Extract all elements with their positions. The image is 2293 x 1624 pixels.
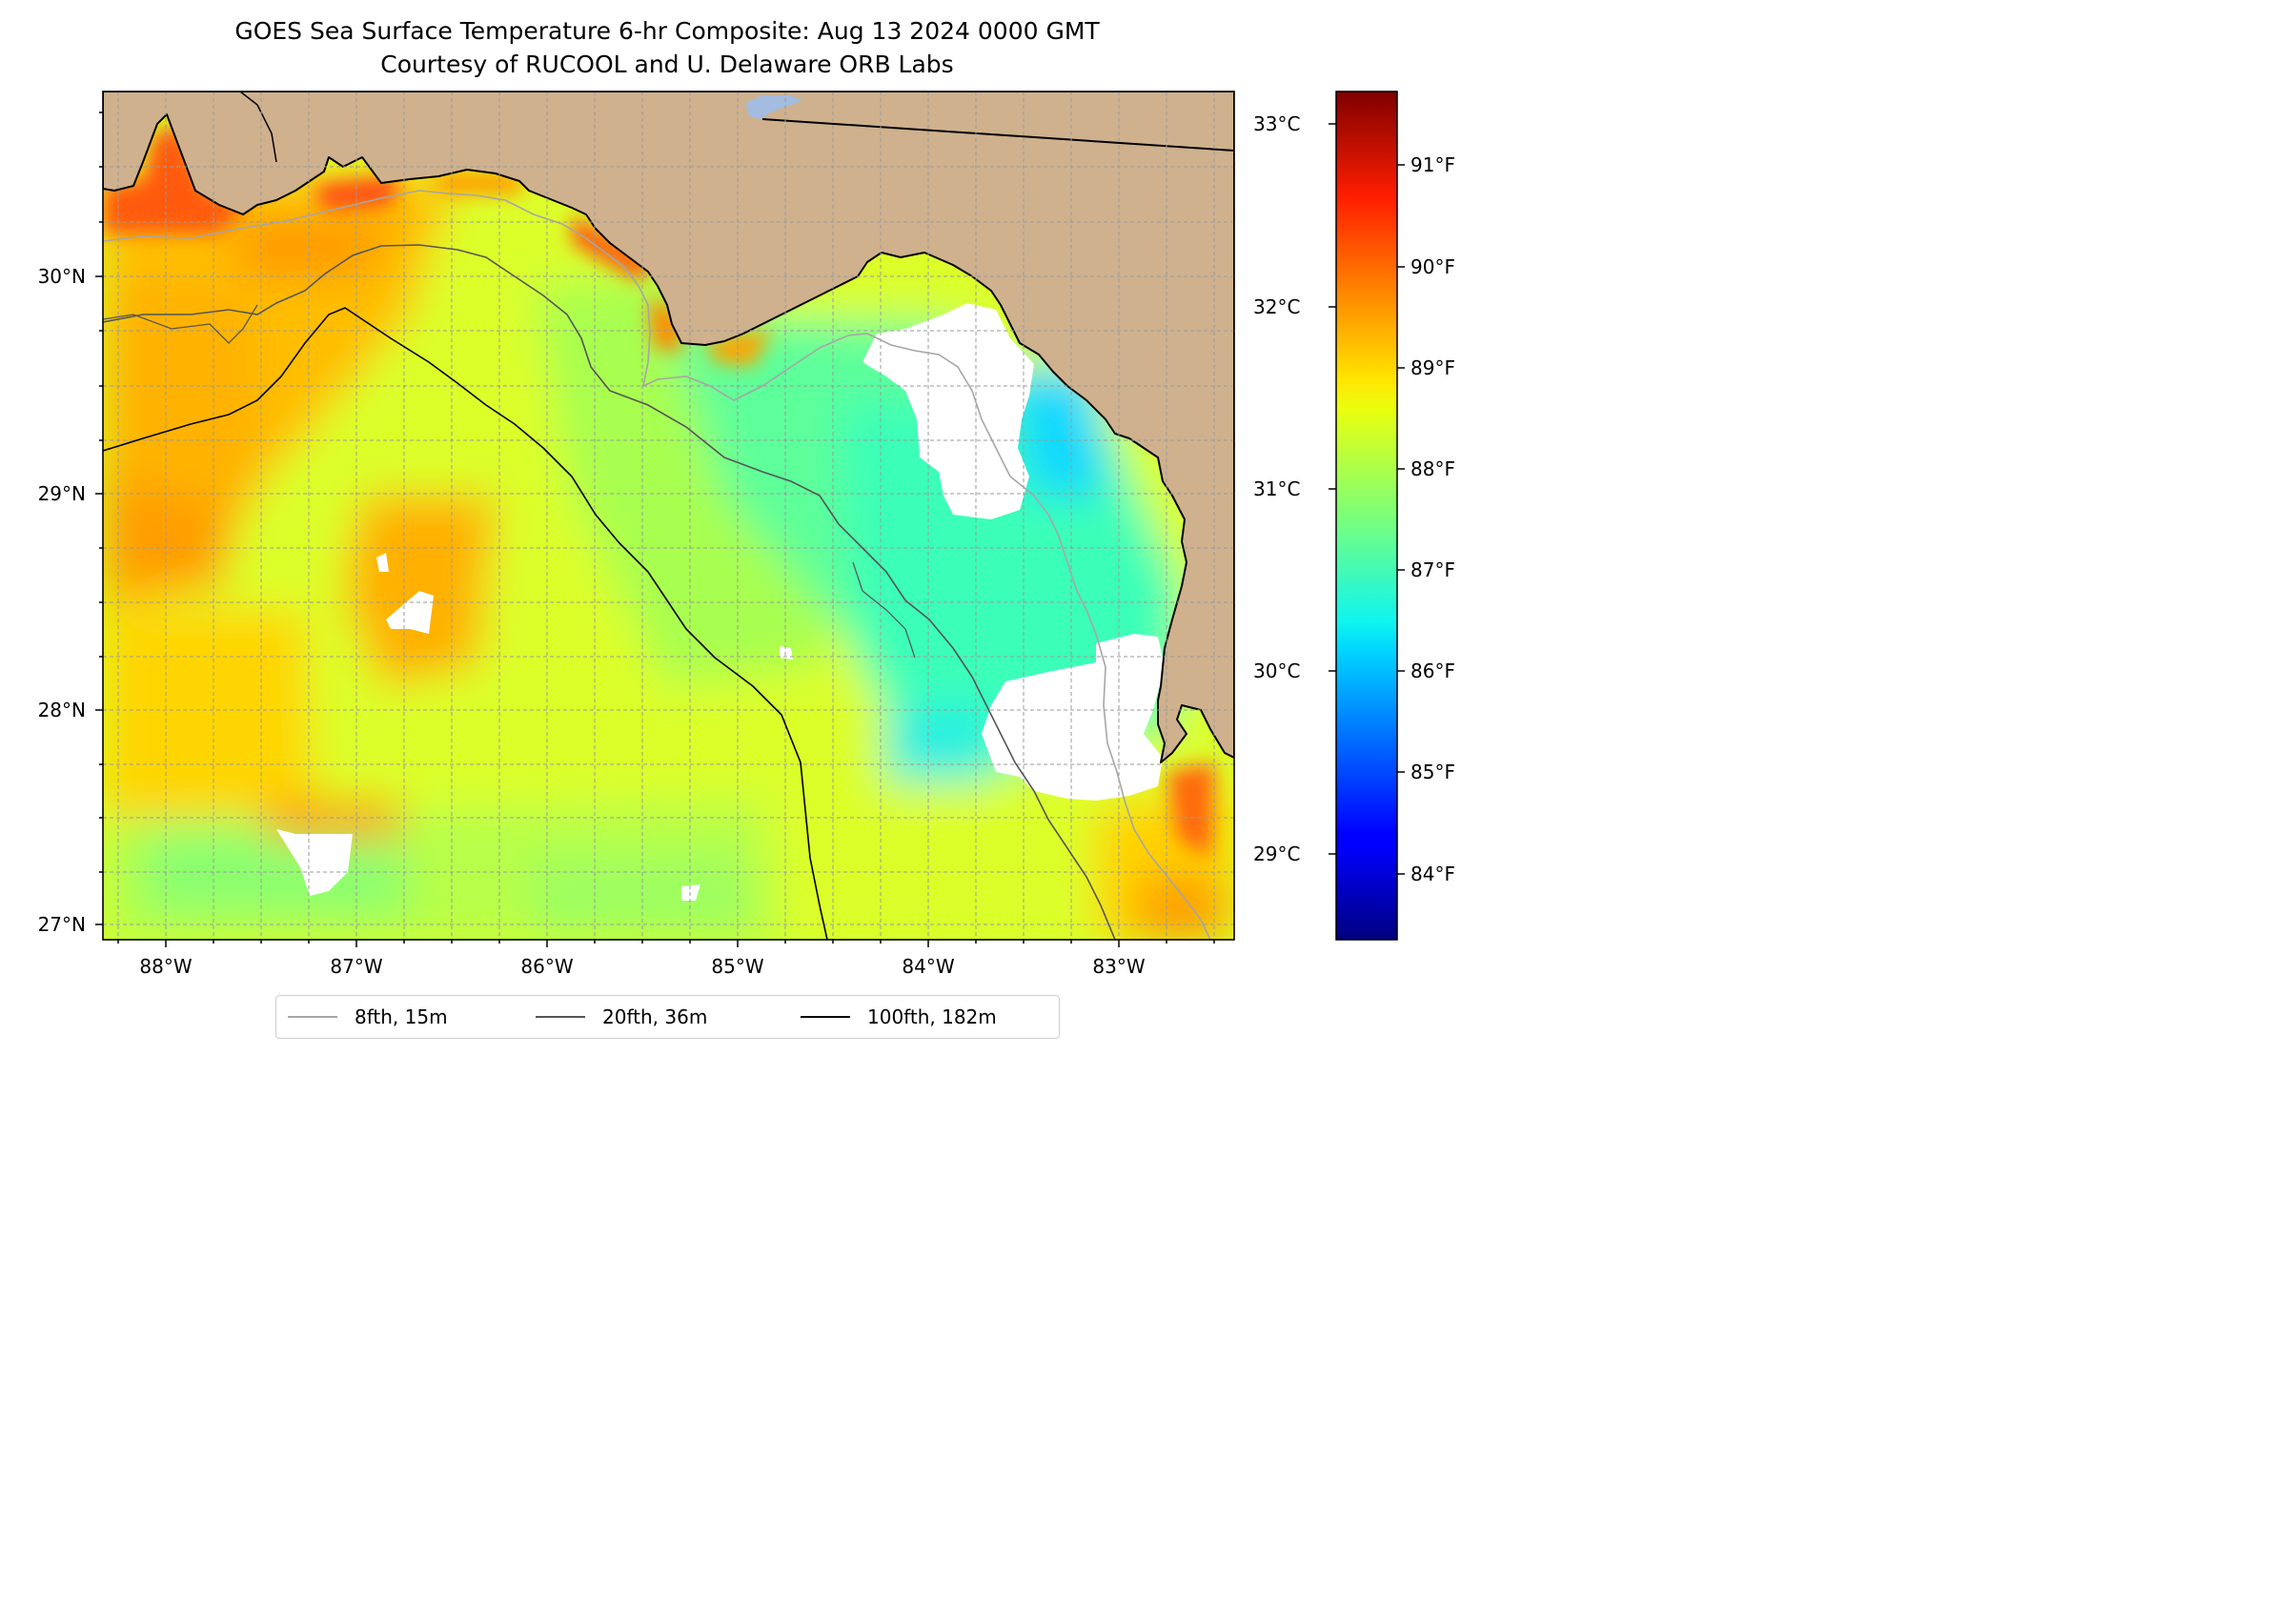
legend-swatch (288, 1016, 337, 1018)
map-area (103, 91, 1234, 940)
lon-label: 84°W (902, 955, 955, 978)
colorbar-fahrenheit-label: 91°F (1410, 153, 1455, 176)
lon-label: 86°W (520, 955, 574, 978)
lon-label: 83°W (1092, 955, 1146, 978)
colorbar-celsius-label: 29°C (1253, 842, 1301, 865)
colorbar-fahrenheit-label: 85°F (1410, 761, 1455, 783)
colorbar-fahrenheit-label: 90°F (1410, 255, 1455, 278)
map-title: GOES Sea Surface Temperature 6-hr Compos… (234, 17, 1100, 45)
colorbar-fahrenheit-label: 84°F (1410, 863, 1455, 885)
isobath-100fth (103, 307, 828, 940)
colorbar-celsius-label: 31°C (1253, 477, 1301, 500)
colorbar-ticks-fahrenheit (1397, 164, 1405, 875)
lake (745, 95, 802, 119)
lon-label: 87°W (330, 955, 383, 978)
legend-swatch (536, 1016, 585, 1018)
legend-label: 20fth, 36m (602, 1005, 708, 1028)
lon-label: 85°W (711, 955, 764, 978)
sst-map-figure (95, 91, 1405, 947)
colorbar-fahrenheit-label: 88°F (1410, 457, 1455, 480)
lon-label: 88°W (139, 955, 193, 978)
colorbar-gradient (1335, 91, 1398, 941)
coastal-warm-patches (103, 124, 1215, 858)
legend-item-20fth: 20fth, 36m (536, 996, 707, 1038)
colorbar-ticks-celsius (1329, 123, 1336, 855)
lat-label: 27°N (37, 913, 86, 936)
legend-label: 100fth, 182m (867, 1005, 997, 1028)
isobath-20fth (103, 244, 1116, 940)
graticule (103, 91, 1234, 940)
legend-item-8fth: 8fth, 15m (288, 996, 448, 1038)
colorbar-fahrenheit-label: 89°F (1410, 356, 1455, 379)
lon-ticks (117, 940, 1215, 947)
colorbar-celsius-label: 30°C (1253, 660, 1301, 682)
legend-label: 8fth, 15m (355, 1005, 448, 1028)
colorbar-celsius-label: 33°C (1253, 112, 1301, 135)
colorbar-fahrenheit-label: 86°F (1410, 660, 1455, 682)
colorbar-celsius-label: 32°C (1253, 295, 1301, 318)
map-frame (102, 91, 1235, 941)
lat-label: 28°N (37, 699, 86, 721)
map-subtitle: Courtesy of RUCOOL and U. Delaware ORB L… (380, 51, 954, 78)
isobath-8fth (103, 190, 1211, 940)
legend-swatch (801, 1016, 850, 1018)
state-border (761, 118, 1234, 152)
legend-item-100fth: 100fth, 182m (801, 996, 997, 1038)
lat-label: 30°N (37, 265, 86, 288)
lat-label: 29°N (37, 482, 86, 505)
colorbar-fahrenheit-label: 87°F (1410, 558, 1455, 581)
lat-ticks (95, 112, 103, 925)
isobath-legend: 8fth, 15m 20fth, 36m 100fth, 182m (275, 995, 1060, 1039)
